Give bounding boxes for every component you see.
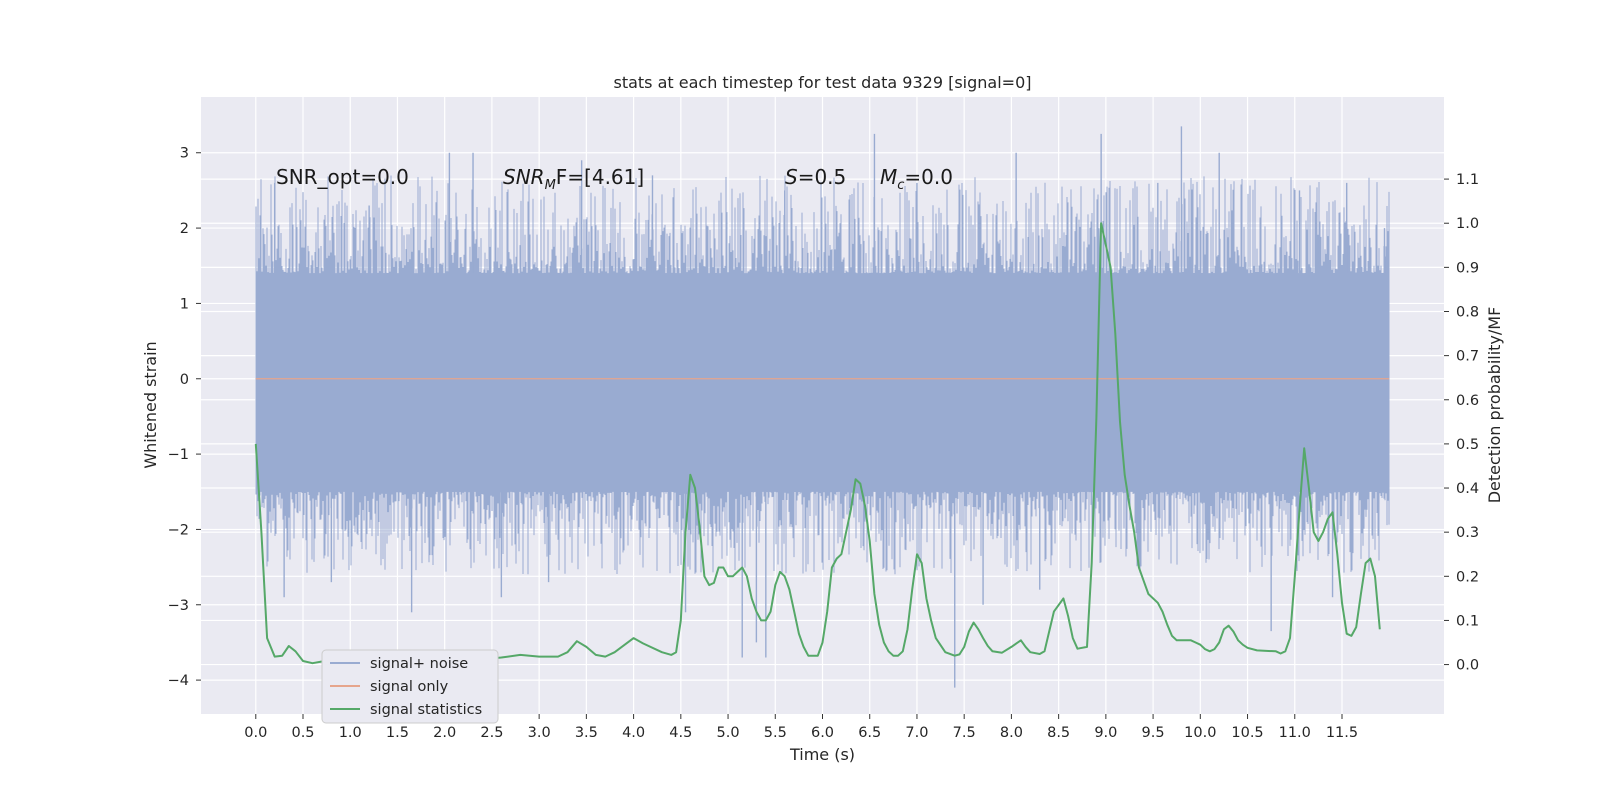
tick-labels: 0.0 0.5 1.0 1.5 2.0 2.5 3.0 3.5 4.0 4.5 5.0 5.5 6.0 6… [168,146,1479,741]
annotation-snr-opt: SNR_opt=0.0 [276,165,409,189]
x-tick-label: 7.5 [953,725,976,741]
x-tick-label: 8.5 [1047,725,1070,741]
y-right-tick-label: 1.0 [1456,216,1479,232]
annotation-mc: Mc=0.0 [880,165,953,193]
legend-label-stats: signal statistics [370,702,482,718]
x-tick-label: 2.0 [433,725,456,741]
y-right-tick-label: 0.1 [1456,613,1479,629]
y-tick-label: −3 [168,598,189,614]
y-tick-label: −2 [168,522,189,538]
x-tick-label: 2.5 [480,725,503,741]
x-tick-label: 0.0 [244,725,267,741]
y-right-tick-label: 0.4 [1456,481,1479,497]
x-tick-label: 10.5 [1231,725,1263,741]
x-tick-label: 5.0 [717,725,740,741]
chart-title: stats at each timestep for test data 932… [613,73,1031,92]
stats-series [254,222,1381,665]
x-tick-label: 9.0 [1094,725,1117,741]
y-right-tick-label: 0.9 [1456,260,1479,276]
y-right-tick-label: 1.1 [1456,172,1479,188]
annotation-s-base: S [785,165,798,189]
annotation-snr-mf-rest: F=[4.61] [556,165,644,189]
legend-box [321,649,499,724]
y-right-tick-label: 0.8 [1456,304,1479,320]
x-tick-label: 6.5 [858,725,881,741]
x-tick-label: 3.5 [575,725,598,741]
x-tick-label: 6.0 [811,725,834,741]
y-right-tick-label: 0.7 [1456,349,1479,365]
y-tick-label: 1 [180,296,189,312]
x-axis-label: Time (s) [789,745,855,764]
annotation-mc-sub: c [897,178,904,193]
annotation-snr-mf-sub: M [545,178,556,193]
y-right-tick-label: 0.6 [1456,393,1479,409]
stats-line [254,222,1381,665]
annotation-mc-rest: =0.0 [904,165,953,189]
y-axis-right-label: Detection probability/MF [1485,307,1504,504]
x-tick-label: 5.5 [764,725,787,741]
x-tick-label: 1.0 [339,725,362,741]
annotation-mc-base: M [880,165,897,189]
x-tick-label: 8.0 [1000,725,1023,741]
annotation-s: S=0.5 [785,165,846,189]
y-right-tick-label: 0.2 [1456,569,1479,585]
x-tick-label: 7.0 [905,725,928,741]
x-tick-label: 1.5 [386,725,409,741]
legend: signal+ noise signal only signal statist… [321,649,499,724]
y-tick-label: 3 [180,146,189,162]
y-right-tick-label: 0.5 [1456,437,1479,453]
y-right-tick-label: 0.3 [1456,525,1479,541]
annotation-snr-mf-base: SNR [503,165,545,189]
x-tick-label: 11.5 [1326,725,1358,741]
legend-label-noise: signal+ noise [370,656,468,672]
legend-label-signal: signal only [370,679,449,695]
x-tick-label: 4.5 [669,725,692,741]
noise-series [255,126,1390,688]
y-tick-label: −4 [168,673,189,689]
x-tick-label: 4.0 [622,725,645,741]
annotation-s-rest: =0.5 [798,165,847,189]
y-axis-label: Whitened strain [141,341,160,468]
x-tick-label: 10.0 [1184,725,1216,741]
y-right-tick-label: 0.0 [1456,658,1479,674]
x-tick-label: 3.0 [528,725,551,741]
x-tick-label: 9.5 [1142,725,1165,741]
x-tick-label: 11.0 [1279,725,1311,741]
y-tick-label: 2 [180,221,189,237]
y-tick-label: 0 [180,372,189,388]
x-tick-label: 0.5 [291,725,314,741]
y-tick-label: −1 [168,447,189,463]
annotation-snr-mf: SNRMF=[4.61] [503,165,644,193]
